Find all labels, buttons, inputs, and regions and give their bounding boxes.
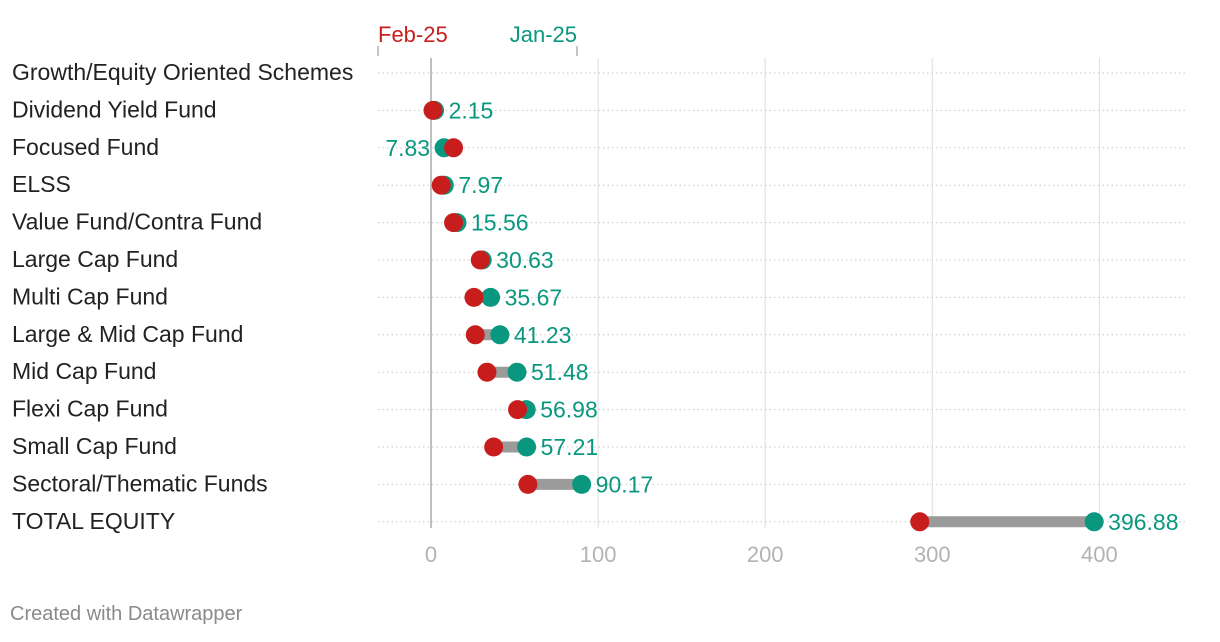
dot-feb-25: [508, 400, 528, 420]
row-label: Value Fund/Contra Fund: [12, 209, 262, 235]
dot-feb-25: [464, 287, 484, 307]
row-5: Large Cap Fund 30.63: [12, 246, 1188, 273]
row-label: ELSS: [12, 171, 71, 197]
row-1: Dividend Yield Fund 2.15: [12, 96, 1188, 123]
row-label: Focused Fund: [12, 134, 159, 160]
x-tick-label-0: 0: [425, 542, 437, 567]
value-label: 2.15: [449, 97, 494, 123]
value-label: 30.63: [496, 247, 554, 273]
row-6: Multi Cap Fund 35.67: [12, 283, 1188, 310]
row-10: Small Cap Fund 57.21: [12, 433, 1188, 460]
row-8: Mid Cap Fund 51.48: [12, 358, 1188, 385]
dot-jan-25: [507, 362, 527, 382]
dot-feb-25: [470, 250, 490, 270]
dot-feb-25: [465, 325, 485, 345]
x-tick-label-100: 100: [580, 542, 617, 567]
row-label: Sectoral/Thematic Funds: [12, 470, 268, 496]
row-label: Growth/Equity Oriented Schemes: [12, 59, 353, 85]
dot-jan-25: [490, 325, 510, 345]
dot-feb-25: [444, 213, 464, 233]
row-label: Large Cap Fund: [12, 246, 178, 272]
value-label: 57.21: [541, 434, 599, 460]
value-label: 35.67: [505, 284, 563, 310]
x-tick-label-200: 200: [747, 542, 784, 567]
value-label: 90.17: [596, 471, 654, 497]
dot-jan-25: [1084, 512, 1104, 532]
row-label: Large & Mid Cap Fund: [12, 321, 243, 347]
row-11: Sectoral/Thematic Funds 90.17: [12, 470, 1188, 497]
dot-feb-25: [431, 175, 451, 195]
row-label: Mid Cap Fund: [12, 358, 156, 384]
rows-layer: Growth/Equity Oriented Schemes Dividend Y…: [12, 59, 1188, 535]
row-7: Large & Mid Cap Fund 41.23: [12, 321, 1188, 348]
value-label: 7.83: [385, 135, 430, 161]
row-label: Small Cap Fund: [12, 433, 177, 459]
value-label: 396.88: [1108, 509, 1178, 535]
legend: Feb-25 Jan-25: [377, 22, 578, 56]
dot-feb-25: [423, 100, 443, 120]
x-axis-ticks: 0 100 200 300 400: [425, 542, 1118, 567]
row-4: Value Fund/Contra Fund 15.56: [12, 209, 1188, 236]
row-9: Flexi Cap Fund 56.98: [12, 396, 1188, 423]
value-label: 56.98: [540, 397, 598, 423]
legend-label-jan: Jan-25: [510, 22, 577, 47]
dot-feb-25: [910, 512, 930, 532]
legend-label-feb: Feb-25: [378, 22, 448, 47]
credit-footer: Created with Datawrapper: [10, 603, 243, 625]
dot-feb-25: [518, 474, 538, 494]
grid-layer: [430, 58, 1101, 528]
x-tick-label-400: 400: [1081, 542, 1118, 567]
dot-jan-25: [517, 437, 537, 457]
dot-feb-25: [477, 362, 497, 382]
value-label: 41.23: [514, 322, 572, 348]
x-tick-label-300: 300: [914, 542, 951, 567]
row-0: Growth/Equity Oriented Schemes: [12, 59, 1188, 85]
row-label: TOTAL EQUITY: [12, 508, 175, 534]
row-label: Dividend Yield Fund: [12, 96, 217, 122]
dot-jan-25: [572, 474, 592, 494]
row-12: TOTAL EQUITY 396.88: [12, 508, 1188, 535]
row-2: Focused Fund 7.83: [12, 134, 1188, 161]
row-label: Multi Cap Fund: [12, 283, 168, 309]
dot-jan-25: [481, 287, 501, 307]
row-label: Flexi Cap Fund: [12, 396, 168, 422]
value-label: 7.97: [458, 172, 503, 198]
dot-feb-25: [444, 138, 464, 158]
value-label: 51.48: [531, 359, 589, 385]
value-label: 15.56: [471, 210, 529, 236]
row-3: ELSS 7.97: [12, 171, 1188, 198]
dot-feb-25: [484, 437, 504, 457]
